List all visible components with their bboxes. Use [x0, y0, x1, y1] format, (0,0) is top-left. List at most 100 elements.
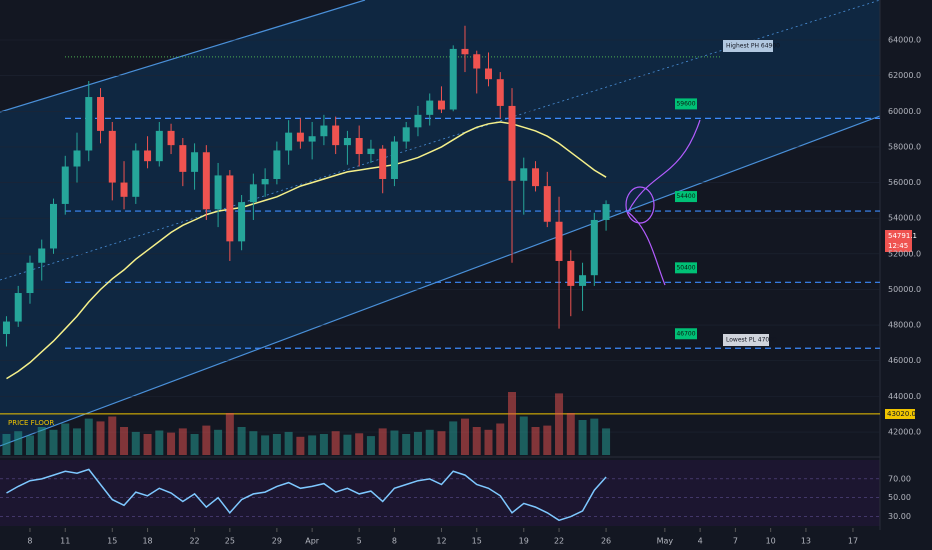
- volume-bar: [319, 434, 328, 455]
- volume-bar: [37, 427, 46, 455]
- x-tick-label: 25: [225, 537, 235, 546]
- x-tick-label: 29: [272, 537, 282, 546]
- volume-bar: [225, 413, 234, 455]
- floor-text: PRICE FLOOR: [8, 419, 54, 427]
- candle-body: [520, 168, 528, 181]
- rsi-tick-label: 30.00: [888, 512, 911, 521]
- volume-bar: [249, 431, 258, 455]
- channel-mid: [0, 0, 881, 281]
- candle-body: [214, 175, 222, 210]
- projection-loop: [625, 186, 655, 224]
- x-tick-label: 15: [107, 537, 117, 546]
- candle-body: [14, 293, 22, 322]
- x-tick-label: 10: [766, 537, 776, 546]
- volume-bar: [519, 416, 528, 455]
- volume-bar: [296, 436, 305, 455]
- volume-bar: [178, 428, 187, 455]
- level-label: 59600: [676, 100, 695, 107]
- volume-bar: [331, 431, 340, 455]
- volume-bar: [2, 434, 11, 455]
- rsi-tick-label: 70.00: [888, 474, 911, 483]
- volume-bar: [167, 432, 176, 455]
- candle-body: [26, 262, 34, 294]
- x-tick-label: May: [657, 537, 674, 546]
- candle-body: [308, 136, 316, 142]
- candle-body: [461, 48, 469, 55]
- candle-body: [543, 186, 551, 222]
- candle-body: [402, 127, 410, 142]
- volume-bar: [543, 425, 552, 455]
- rsi-line: [6, 468, 607, 522]
- y-tick-label: 60000.0: [888, 107, 921, 116]
- channel-lower: [0, 115, 881, 447]
- candle-body: [38, 248, 46, 263]
- rsi-panel: [0, 460, 880, 526]
- candle-body: [355, 138, 363, 155]
- level-label: 50400: [676, 264, 695, 271]
- candle-body: [567, 260, 575, 286]
- candle-body: [155, 130, 163, 162]
- volume-bar: [272, 434, 281, 455]
- x-tick-label: 13: [801, 537, 811, 546]
- y-tick-label: 42000.0: [888, 428, 921, 437]
- x-tick-label: 26: [601, 537, 611, 546]
- candle-body: [602, 204, 610, 220]
- x-tick-label: 7: [733, 537, 738, 546]
- volume-bar: [25, 435, 34, 455]
- volume-bar: [413, 431, 422, 455]
- volume-bar: [61, 423, 70, 455]
- volume-bar: [261, 435, 270, 455]
- x-tick-label: 17: [848, 537, 858, 546]
- candle-body: [590, 219, 598, 276]
- candle-body: [73, 150, 81, 167]
- candle-body: [367, 148, 375, 155]
- y-tick-label: 56000.0: [888, 178, 921, 187]
- x-tick-label: 5: [357, 537, 362, 546]
- x-tick-label: 8: [27, 537, 32, 546]
- low-note: Lowest PL 47000: [726, 337, 777, 344]
- candle-body: [320, 125, 328, 137]
- y-tick-label: 54000.0: [888, 214, 921, 223]
- candle-body: [61, 166, 69, 204]
- volume-bar: [49, 429, 58, 455]
- floor-label: 43020.0: [887, 410, 916, 418]
- volume-bar: [602, 428, 611, 455]
- candle-body: [179, 145, 187, 172]
- candle-body: [473, 54, 481, 69]
- candle-body: [296, 132, 304, 142]
- x-tick-label: 19: [519, 537, 529, 546]
- price-tag: [885, 230, 912, 252]
- x-tick-label: 12: [436, 537, 446, 546]
- volume-bar: [143, 434, 152, 455]
- candle-body: [532, 168, 540, 187]
- volume-bar: [555, 393, 564, 455]
- candle-body: [555, 221, 563, 261]
- candle-body: [579, 275, 587, 286]
- high-note: Highest PH 64900: [726, 43, 780, 50]
- y-tick-label: 50000.0: [888, 285, 921, 294]
- candle-body: [484, 68, 492, 80]
- volume-bar: [531, 427, 540, 455]
- level-label: 54400: [676, 193, 695, 200]
- candle-body: [238, 202, 246, 242]
- x-tick-label: 15: [472, 537, 482, 546]
- y-tick-label: 44000.0: [888, 392, 921, 401]
- candle-body: [437, 100, 445, 110]
- volume-bar: [484, 429, 493, 455]
- candle-body: [379, 148, 387, 179]
- candle-body: [97, 97, 105, 131]
- candle-body: [49, 203, 57, 249]
- volume-bar: [472, 427, 481, 455]
- note-box: [723, 334, 769, 346]
- volume-bar: [155, 430, 164, 455]
- volume-bar: [284, 431, 293, 455]
- candle-body: [508, 105, 516, 181]
- volume-bar: [96, 421, 105, 455]
- countdown: 12:45: [888, 242, 908, 250]
- volume-bar: [73, 428, 82, 455]
- level-label: 46700: [676, 330, 695, 337]
- projection-up: [627, 119, 701, 213]
- ma-line: [6, 121, 607, 380]
- candle-body: [390, 141, 398, 179]
- volume-bar: [578, 420, 587, 455]
